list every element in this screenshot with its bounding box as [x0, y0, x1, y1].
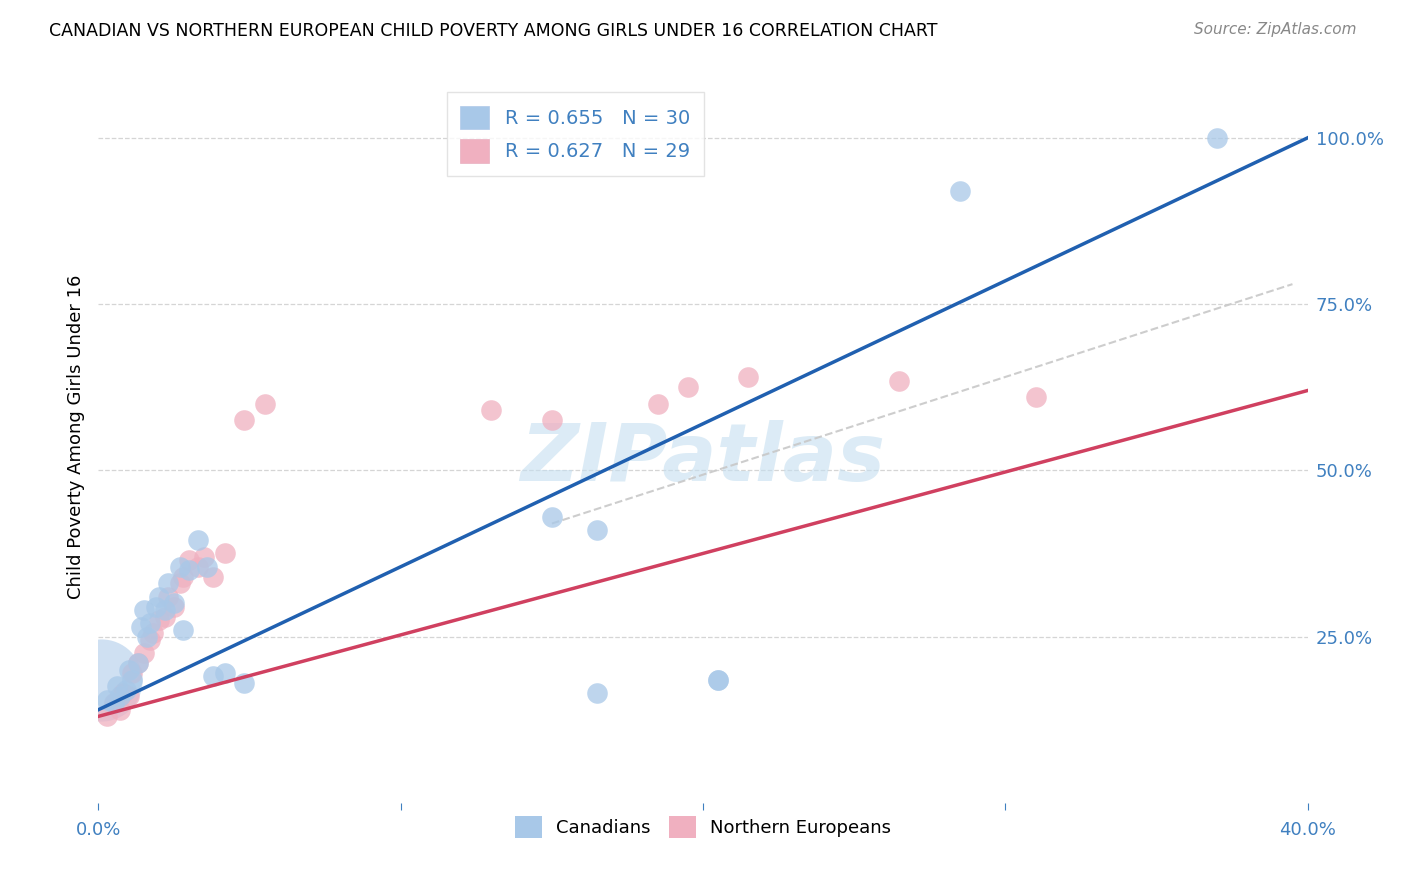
- Point: [103, 696, 125, 710]
- Point: [127, 656, 149, 670]
- Point: [153, 609, 176, 624]
- Point: [707, 673, 730, 687]
- Point: [1024, 390, 1046, 404]
- Point: [540, 413, 562, 427]
- Point: [153, 603, 176, 617]
- Point: [163, 599, 186, 614]
- Y-axis label: Child Poverty Among Girls Under 16: Child Poverty Among Girls Under 16: [66, 275, 84, 599]
- Point: [111, 686, 134, 700]
- Point: [156, 576, 179, 591]
- Point: [105, 680, 128, 694]
- Point: [707, 673, 730, 687]
- Point: [121, 673, 143, 687]
- Point: [195, 559, 218, 574]
- Point: [103, 696, 125, 710]
- Point: [172, 570, 194, 584]
- Point: [214, 666, 236, 681]
- Point: [214, 546, 236, 560]
- Point: [139, 632, 162, 647]
- Point: [156, 590, 179, 604]
- Point: [586, 686, 609, 700]
- Point: [129, 619, 152, 633]
- Point: [889, 374, 911, 388]
- Point: [135, 630, 157, 644]
- Text: CANADIAN VS NORTHERN EUROPEAN CHILD POVERTY AMONG GIRLS UNDER 16 CORRELATION CHA: CANADIAN VS NORTHERN EUROPEAN CHILD POVE…: [49, 22, 938, 40]
- Point: [737, 370, 759, 384]
- Point: [481, 403, 503, 417]
- Point: [139, 616, 162, 631]
- Point: [169, 559, 191, 574]
- Point: [949, 184, 972, 198]
- Point: [187, 559, 209, 574]
- Point: [90, 673, 112, 687]
- Legend: Canadians, Northern Europeans: Canadians, Northern Europeans: [508, 808, 898, 845]
- Point: [118, 663, 141, 677]
- Point: [148, 590, 170, 604]
- Point: [108, 690, 131, 704]
- Point: [132, 603, 155, 617]
- Point: [108, 703, 131, 717]
- Point: [647, 397, 669, 411]
- Point: [145, 599, 167, 614]
- Point: [114, 682, 136, 697]
- Point: [172, 623, 194, 637]
- Point: [169, 576, 191, 591]
- Point: [127, 656, 149, 670]
- Text: ZIPatlas: ZIPatlas: [520, 420, 886, 498]
- Point: [118, 690, 141, 704]
- Point: [148, 613, 170, 627]
- Point: [187, 533, 209, 548]
- Point: [676, 380, 699, 394]
- Point: [163, 596, 186, 610]
- Point: [142, 626, 165, 640]
- Text: Source: ZipAtlas.com: Source: ZipAtlas.com: [1194, 22, 1357, 37]
- Point: [179, 563, 201, 577]
- Point: [253, 397, 276, 411]
- Point: [586, 523, 609, 537]
- Point: [121, 666, 143, 681]
- Point: [202, 669, 225, 683]
- Point: [202, 570, 225, 584]
- Point: [179, 553, 201, 567]
- Point: [232, 676, 254, 690]
- Point: [1206, 131, 1229, 145]
- Point: [232, 413, 254, 427]
- Point: [540, 509, 562, 524]
- Point: [96, 709, 118, 723]
- Point: [193, 549, 215, 564]
- Point: [132, 646, 155, 660]
- Point: [96, 692, 118, 706]
